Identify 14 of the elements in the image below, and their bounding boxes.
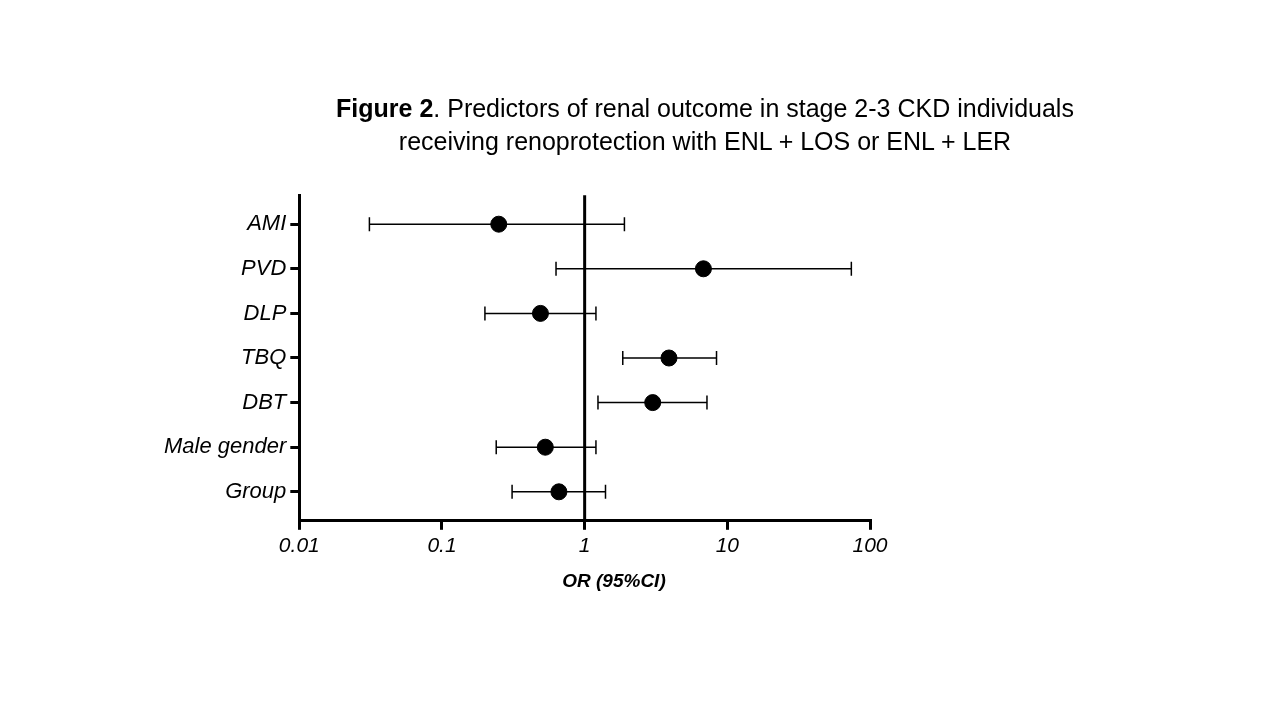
y-tick-label: AMI — [245, 210, 287, 236]
x-tick-label: 0.1 — [427, 533, 457, 557]
x-tick-label: 100 — [852, 533, 888, 557]
x-tick-label: 1 — [578, 533, 591, 557]
x-tick-label: 0.01 — [278, 533, 320, 557]
y-tick-label: PVD — [241, 254, 287, 280]
y-tick-label: DBT — [242, 388, 288, 414]
y-tick-label: DLP — [243, 299, 287, 325]
x-axis-title: OR (95%CI) — [561, 570, 667, 592]
y-tick-label: TBQ — [241, 344, 287, 370]
y-tick-label: Male gender — [163, 433, 288, 459]
y-tick-label: Group — [225, 477, 287, 503]
x-tick-label: 10 — [715, 533, 740, 557]
chart-title: Figure 2. Predictors of renal outcome in stage 2-3 CKD individuals receiving renoprotection with ENL + LOS or ENL + LER — [335, 93, 1075, 157]
